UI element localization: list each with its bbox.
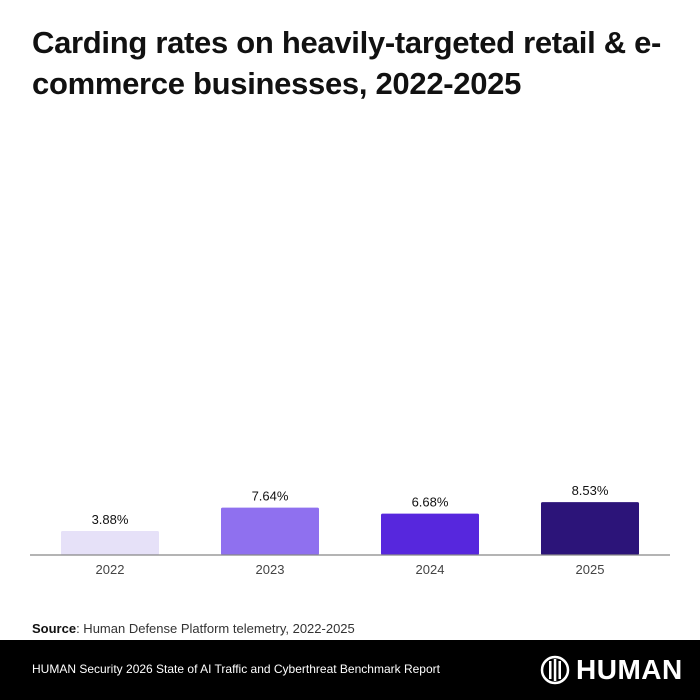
x-tick-label: 2022 xyxy=(96,562,125,577)
data-label: 6.68% xyxy=(412,495,449,510)
chart-title: Carding rates on heavily-targeted retail… xyxy=(32,25,662,101)
bar-2023 xyxy=(221,507,319,555)
data-label: 8.53% xyxy=(572,483,609,498)
x-tick-label: 2025 xyxy=(576,562,605,577)
footer-bar: HUMAN Security 2026 State of AI Traffic … xyxy=(0,640,700,700)
bar-2022 xyxy=(61,530,159,555)
data-label: 7.64% xyxy=(252,489,289,504)
bar-2024 xyxy=(381,513,479,555)
source-note: Source: Human Defense Platform telemetry… xyxy=(32,621,355,636)
logo-wordmark: HUMAN xyxy=(576,654,683,685)
source-text: : Human Defense Platform telemetry, 2022… xyxy=(76,621,355,636)
human-logo-icon xyxy=(540,655,570,685)
x-tick-label: 2023 xyxy=(256,562,285,577)
bar-chart: 3.88% 2022 7.64% 2023 6.68% 2024 8.53% 2025 xyxy=(30,483,670,577)
bar-2025 xyxy=(541,502,639,555)
source-label: Source xyxy=(32,621,77,636)
data-label: 3.88% xyxy=(92,512,129,527)
report-name: HUMAN Security 2026 State of AI Traffic … xyxy=(32,662,440,676)
x-tick-label: 2024 xyxy=(416,562,445,577)
human-logo: HUMAN xyxy=(540,654,683,686)
